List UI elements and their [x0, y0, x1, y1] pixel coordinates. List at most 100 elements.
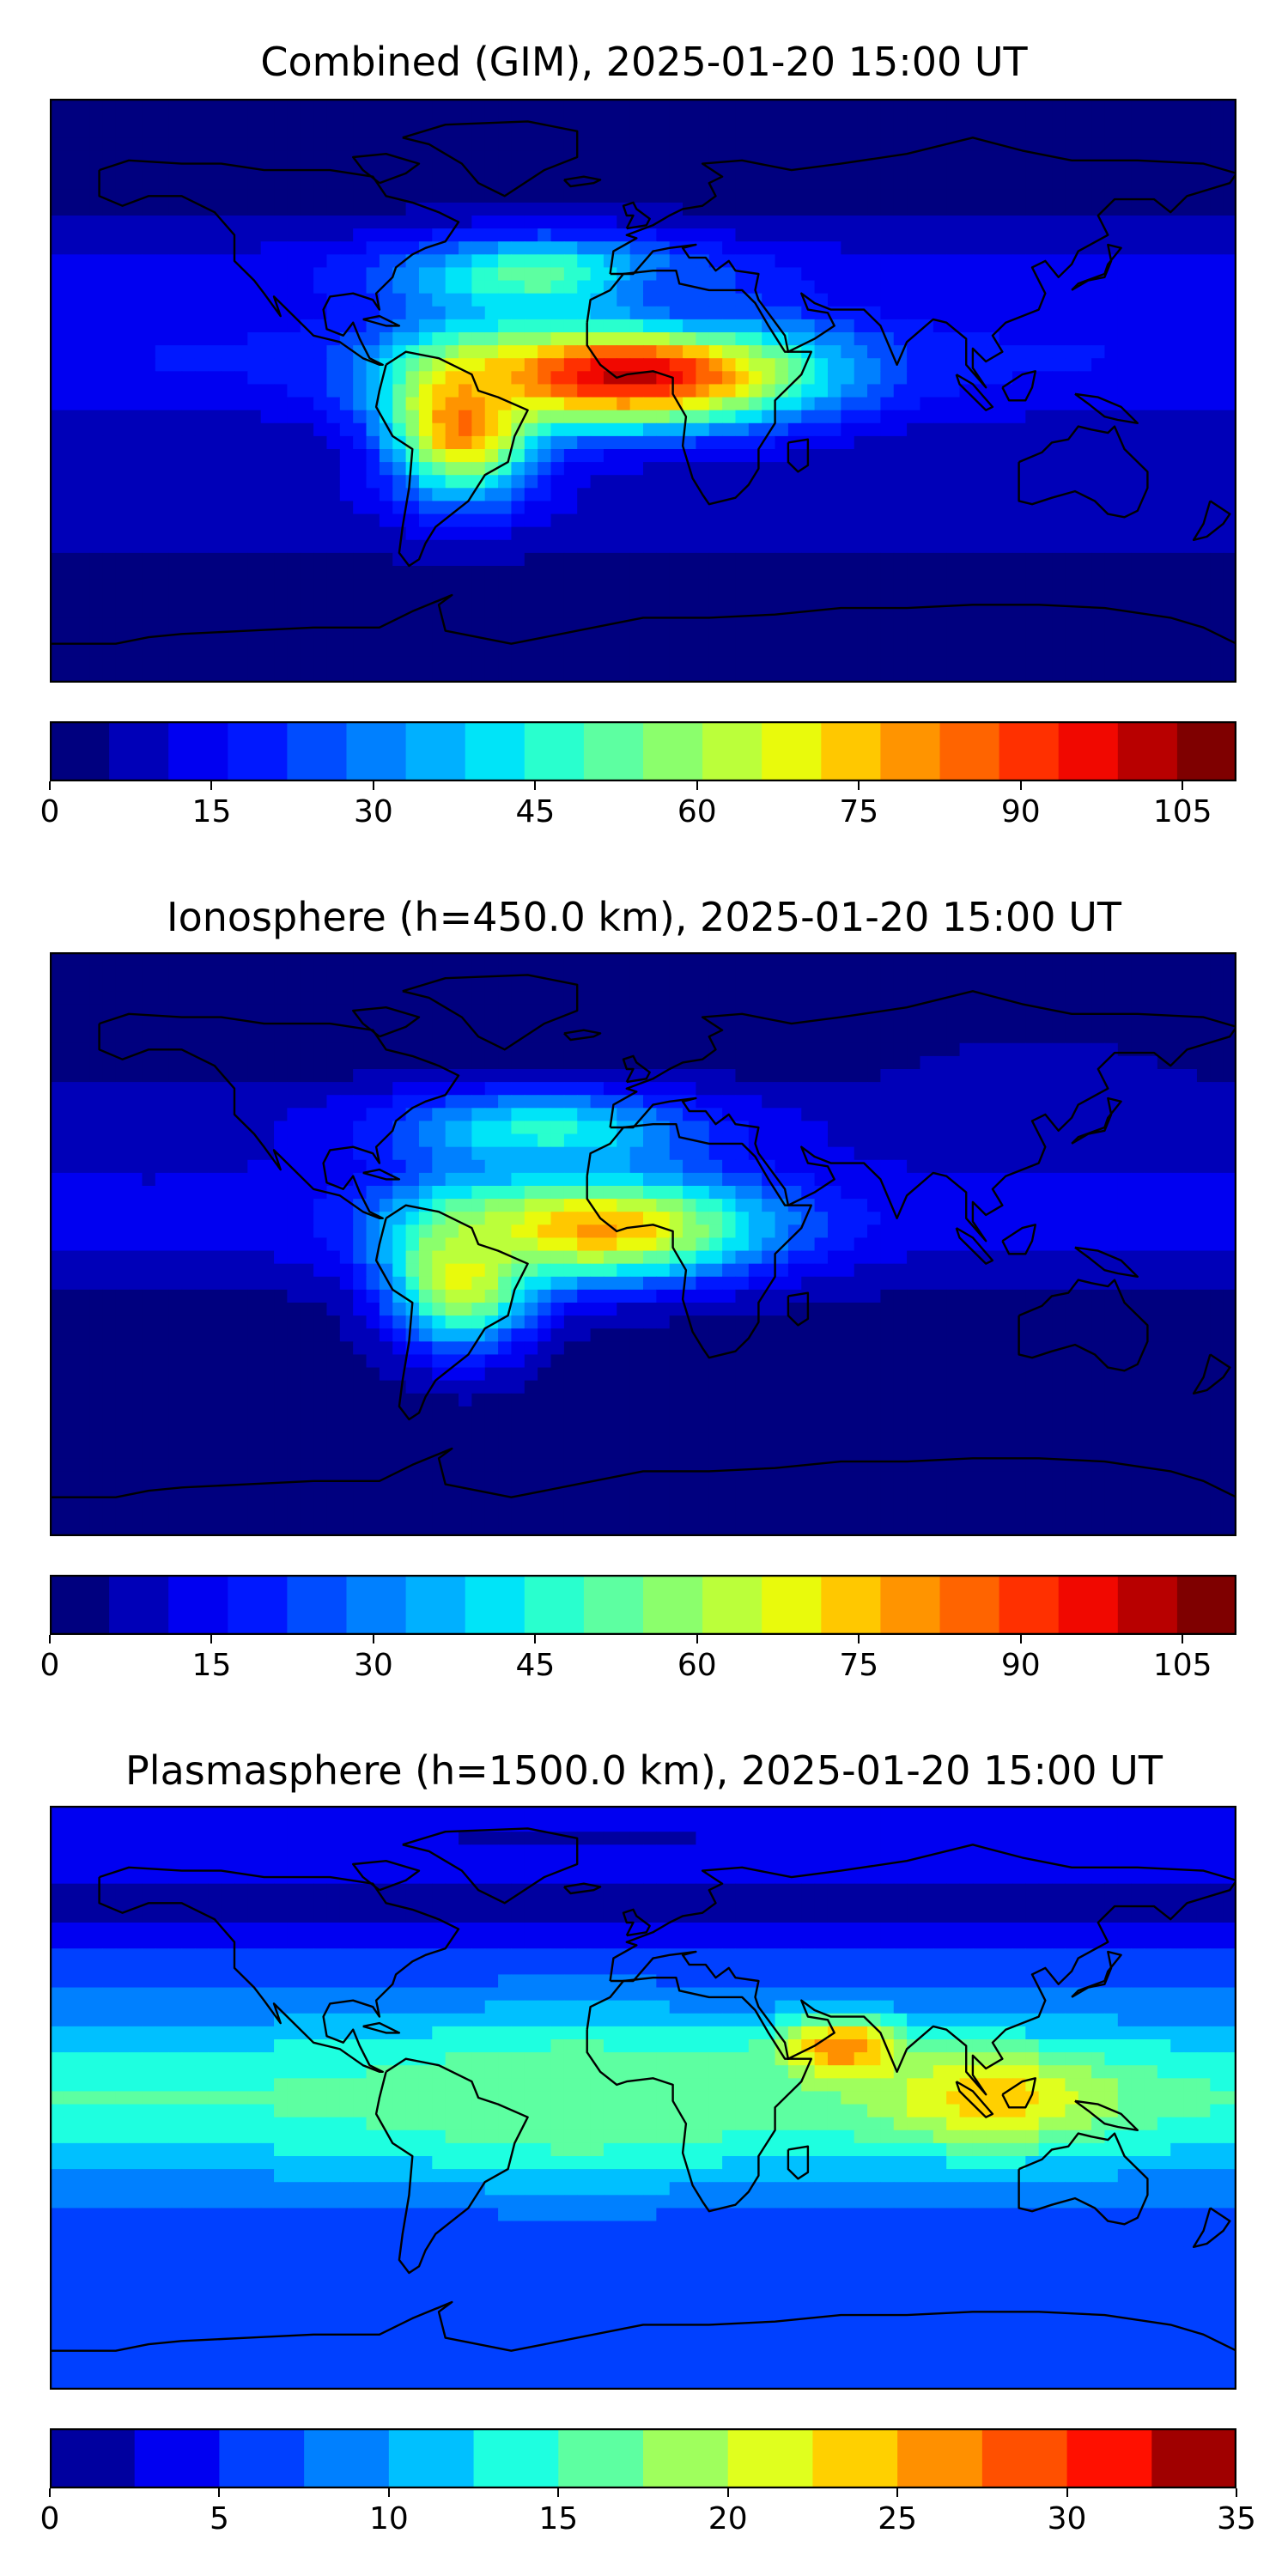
heatmap-cell: [933, 384, 947, 398]
heatmap-cell: [392, 176, 407, 191]
heatmap-cell: [168, 1004, 183, 1018]
heatmap-cell: [1025, 617, 1040, 632]
heatmap-cell: [550, 449, 565, 463]
heatmap-cell: [313, 605, 328, 619]
heatmap-cell: [617, 150, 631, 165]
heatmap-cell: [946, 475, 961, 489]
heatmap-cell: [1196, 617, 1211, 632]
heatmap-cell: [683, 280, 697, 295]
heatmap-cell: [1183, 449, 1198, 463]
heatmap-cell: [787, 617, 802, 632]
heatmap-cell: [313, 345, 328, 359]
heatmap-cell: [643, 605, 657, 619]
heatmap-cell: [1052, 216, 1066, 229]
heatmap-cell: [986, 605, 1000, 619]
heatmap-cell: [787, 202, 802, 216]
heatmap-cell: [920, 552, 934, 567]
heatmap-cell: [933, 99, 947, 112]
heatmap-cell: [629, 319, 644, 333]
heatmap-cell: [748, 1030, 762, 1044]
heatmap-cell: [538, 280, 552, 295]
heatmap-cell: [471, 965, 486, 979]
heatmap-cell: [787, 150, 802, 165]
heatmap-cell: [762, 488, 776, 502]
heatmap-cell: [445, 566, 459, 580]
heatmap-cell: [1091, 617, 1106, 632]
heatmap-cell: [50, 539, 64, 554]
heatmap-cell: [76, 150, 90, 165]
heatmap-cell: [603, 228, 617, 242]
heatmap-cell: [1223, 488, 1236, 502]
heatmap-cell: [287, 345, 301, 359]
heatmap-cell: [617, 488, 631, 502]
heatmap-cell: [696, 475, 710, 489]
heatmap-cell: [208, 605, 222, 619]
heatmap-cell: [1183, 513, 1198, 528]
colorbar-frame: [50, 721, 1236, 781]
heatmap-cell: [880, 137, 895, 152]
heatmap-cell: [577, 513, 592, 528]
heatmap-cell: [1078, 99, 1092, 112]
heatmap-cell: [563, 952, 578, 966]
heatmap-cell: [1157, 176, 1171, 191]
heatmap-cell: [511, 605, 526, 619]
heatmap-cell: [247, 991, 262, 1005]
heatmap-cell: [1065, 449, 1079, 463]
heatmap-cell: [735, 202, 750, 216]
heatmap-cell: [511, 462, 526, 476]
heatmap-cell: [735, 1017, 750, 1031]
heatmap-cell: [366, 449, 380, 463]
heatmap-cell: [339, 462, 354, 476]
heatmap-cell: [683, 150, 697, 165]
heatmap-cell: [129, 332, 143, 346]
heatmap-cell: [722, 1017, 737, 1031]
heatmap-cell: [986, 630, 1000, 645]
heatmap-cell: [841, 267, 855, 282]
heatmap-cell: [643, 150, 657, 165]
heatmap-cell: [326, 592, 341, 605]
heatmap-cell: [617, 319, 631, 333]
heatmap-cell: [787, 384, 802, 398]
heatmap-cell: [524, 150, 538, 165]
heatmap-cell: [155, 397, 169, 411]
heatmap-cell: [194, 254, 209, 269]
heatmap-cell: [1210, 99, 1224, 112]
heatmap-cell: [972, 579, 987, 592]
heatmap-cell: [775, 345, 789, 359]
heatmap-cell: [1144, 163, 1158, 178]
heatmap-cell: [1025, 579, 1040, 592]
heatmap-cell: [920, 384, 934, 398]
heatmap-cell: [498, 384, 513, 398]
heatmap-cell: [999, 176, 1013, 191]
heatmap-cell: [313, 513, 328, 528]
heatmap-cell: [735, 293, 750, 307]
heatmap-cell: [155, 965, 169, 979]
heatmap-cell: [155, 163, 169, 178]
heatmap-cell: [775, 254, 789, 269]
heatmap-cell: [643, 422, 657, 437]
heatmap-cell: [577, 397, 592, 411]
heatmap-cell: [353, 552, 368, 567]
heatmap-cell: [89, 216, 104, 229]
heatmap-cell: [656, 293, 671, 307]
heatmap-cell: [563, 965, 578, 979]
heatmap-cell: [538, 579, 552, 592]
heatmap-cell: [603, 241, 617, 255]
heatmap-cell: [946, 669, 961, 683]
heatmap-cell: [379, 669, 393, 683]
heatmap-cell: [50, 397, 64, 411]
heatmap-cell: [577, 345, 592, 359]
heatmap-cell: [959, 202, 974, 216]
heatmap-cell: [643, 1055, 657, 1070]
heatmap-cell: [986, 566, 1000, 580]
heatmap-cell: [76, 371, 90, 386]
heatmap-cell: [392, 99, 407, 112]
heatmap-cell: [155, 435, 169, 450]
heatmap-cell: [577, 539, 592, 554]
heatmap-cell: [326, 449, 341, 463]
heatmap-cell: [287, 397, 301, 411]
heatmap-cell: [1065, 592, 1079, 605]
heatmap-cell: [208, 1004, 222, 1018]
heatmap-cell: [181, 579, 196, 592]
heatmap-cell: [1065, 1030, 1079, 1044]
